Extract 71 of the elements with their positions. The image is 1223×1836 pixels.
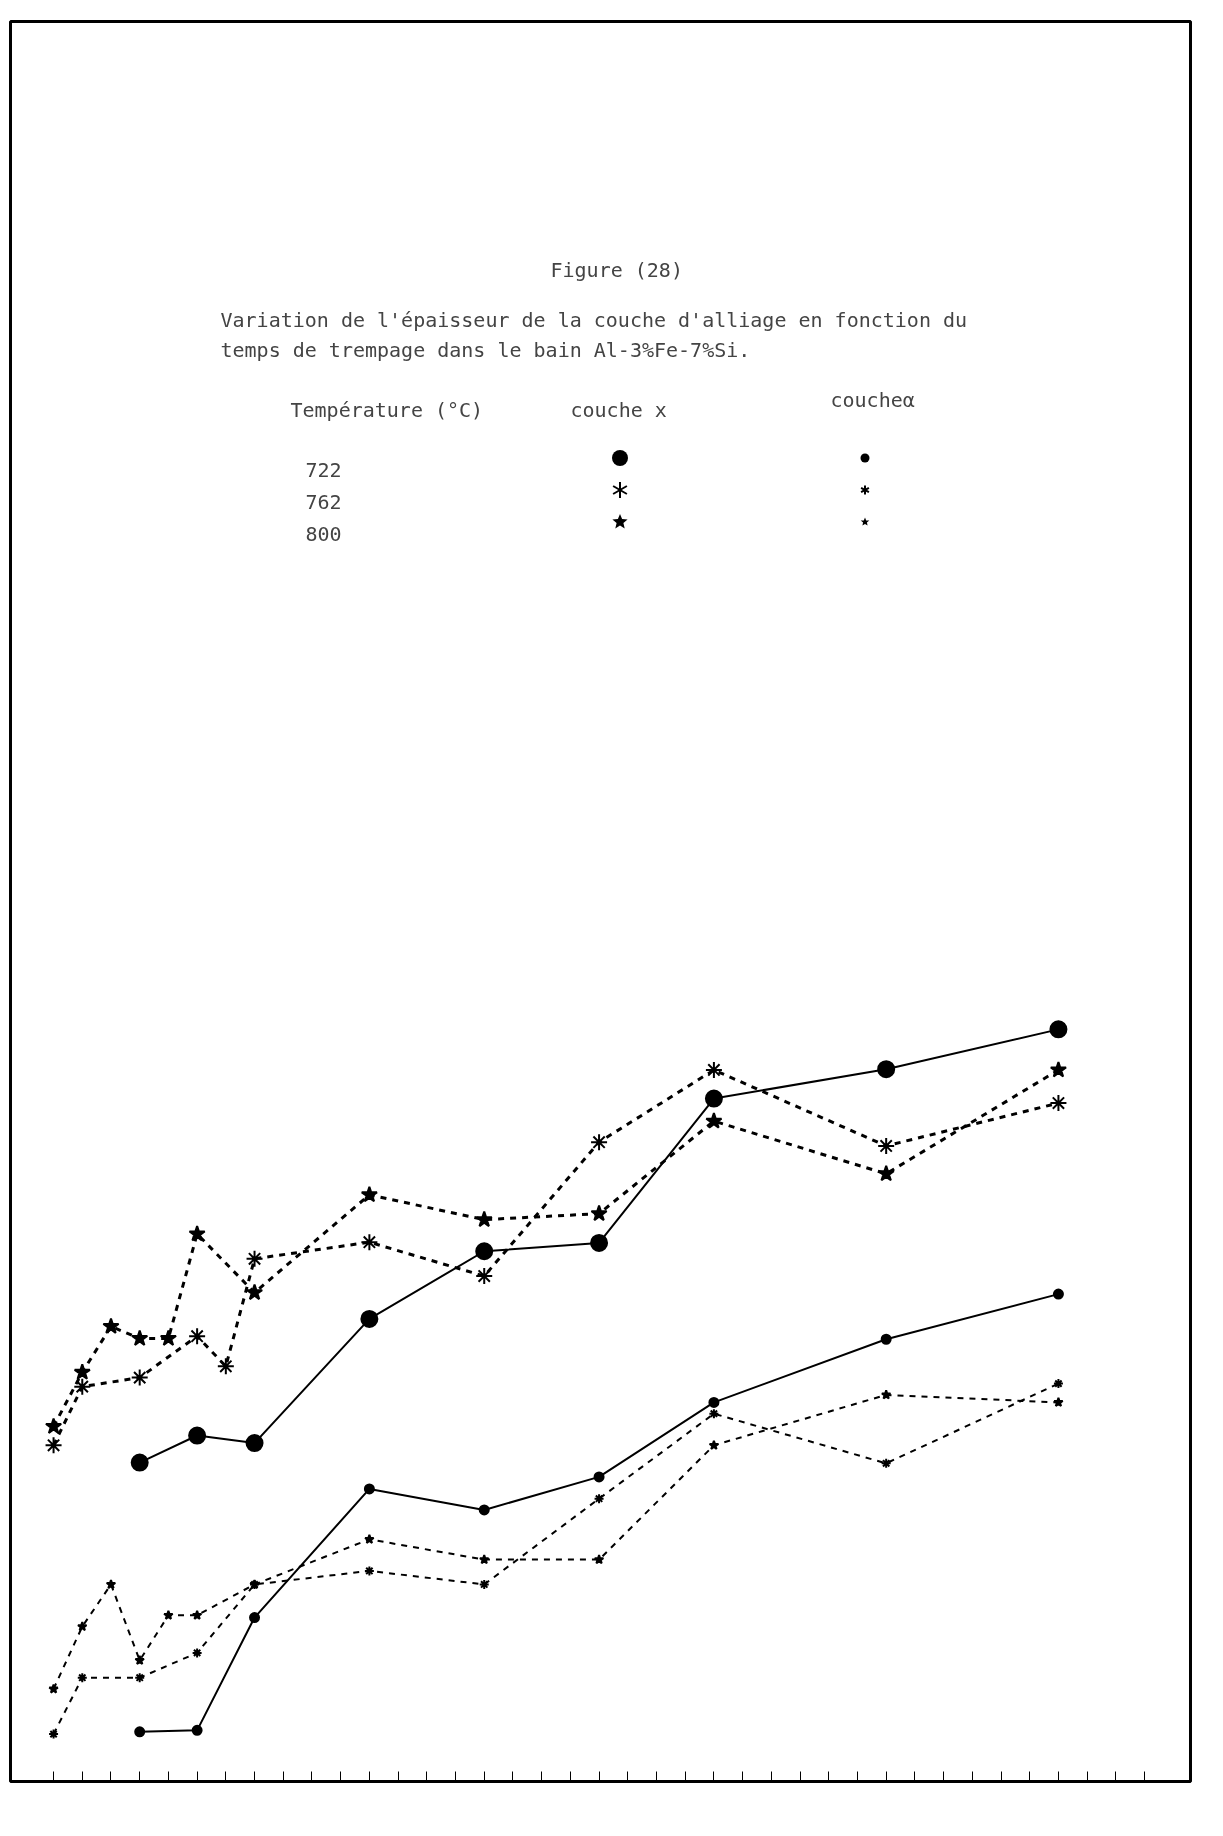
- point: [364, 1533, 375, 1544]
- point: [77, 1621, 88, 1632]
- point: [593, 1554, 605, 1565]
- legend-title: Température (°C): [290, 397, 484, 422]
- point: [48, 1683, 59, 1694]
- point: [880, 1333, 892, 1345]
- point: [478, 1554, 490, 1565]
- point: [360, 1309, 379, 1328]
- text: couche x: [570, 397, 667, 422]
- point: [44, 1417, 63, 1434]
- point: [475, 1242, 494, 1261]
- point: [245, 1283, 264, 1301]
- point: [245, 1434, 264, 1453]
- point: [105, 1578, 117, 1590]
- point: [245, 1249, 264, 1268]
- point: [249, 1612, 261, 1624]
- point: [593, 1493, 605, 1505]
- point: [163, 1609, 174, 1620]
- point: [1053, 1396, 1064, 1408]
- point: [475, 1267, 494, 1286]
- point: [877, 1060, 896, 1079]
- point: [708, 1439, 720, 1450]
- point: [191, 1647, 203, 1659]
- point: [590, 1233, 609, 1252]
- point: [73, 1377, 92, 1396]
- point: [360, 1233, 379, 1252]
- point: [130, 1453, 149, 1472]
- point: [593, 1471, 605, 1483]
- text: 722: [305, 457, 342, 482]
- point: [590, 1204, 608, 1222]
- chart-title: Figure (28): [550, 257, 683, 282]
- point: [1049, 1020, 1068, 1039]
- point: [590, 1133, 609, 1152]
- point: [363, 1483, 375, 1495]
- point: [159, 1329, 178, 1346]
- point: [363, 1565, 375, 1577]
- point: [880, 1457, 892, 1469]
- point: [134, 1726, 146, 1738]
- point: [188, 1426, 207, 1445]
- point: [360, 1185, 378, 1203]
- point: [76, 1672, 88, 1684]
- point: [216, 1357, 235, 1376]
- point: [1049, 1094, 1068, 1113]
- point: [130, 1368, 149, 1387]
- point: [188, 1224, 206, 1242]
- chart-subtitle: Variation de l'épaisseur de la couche d'alliage en fonction du temps de trempage dans le bain Al-3%Fe-7%Si.: [220, 307, 968, 362]
- point: [48, 1728, 60, 1740]
- text: 762: [305, 489, 342, 514]
- point: [134, 1672, 146, 1684]
- point: [877, 1164, 895, 1182]
- point: [704, 1089, 723, 1108]
- point: [134, 1654, 145, 1666]
- point: [877, 1136, 896, 1155]
- point: [131, 1329, 149, 1346]
- point: [188, 1327, 207, 1346]
- point: [1052, 1288, 1064, 1300]
- point: [191, 1724, 203, 1736]
- point: [705, 1112, 723, 1129]
- point: [102, 1317, 120, 1334]
- text: 800: [305, 521, 342, 546]
- point: [880, 1389, 892, 1400]
- point: [73, 1363, 91, 1380]
- point: [704, 1060, 723, 1079]
- point: [44, 1436, 63, 1455]
- point: [478, 1504, 490, 1516]
- point: [475, 1210, 493, 1228]
- text: coucheα: [830, 387, 915, 412]
- point: [1049, 1060, 1068, 1078]
- point: [708, 1408, 720, 1420]
- point: [708, 1396, 720, 1408]
- point: [191, 1609, 203, 1620]
